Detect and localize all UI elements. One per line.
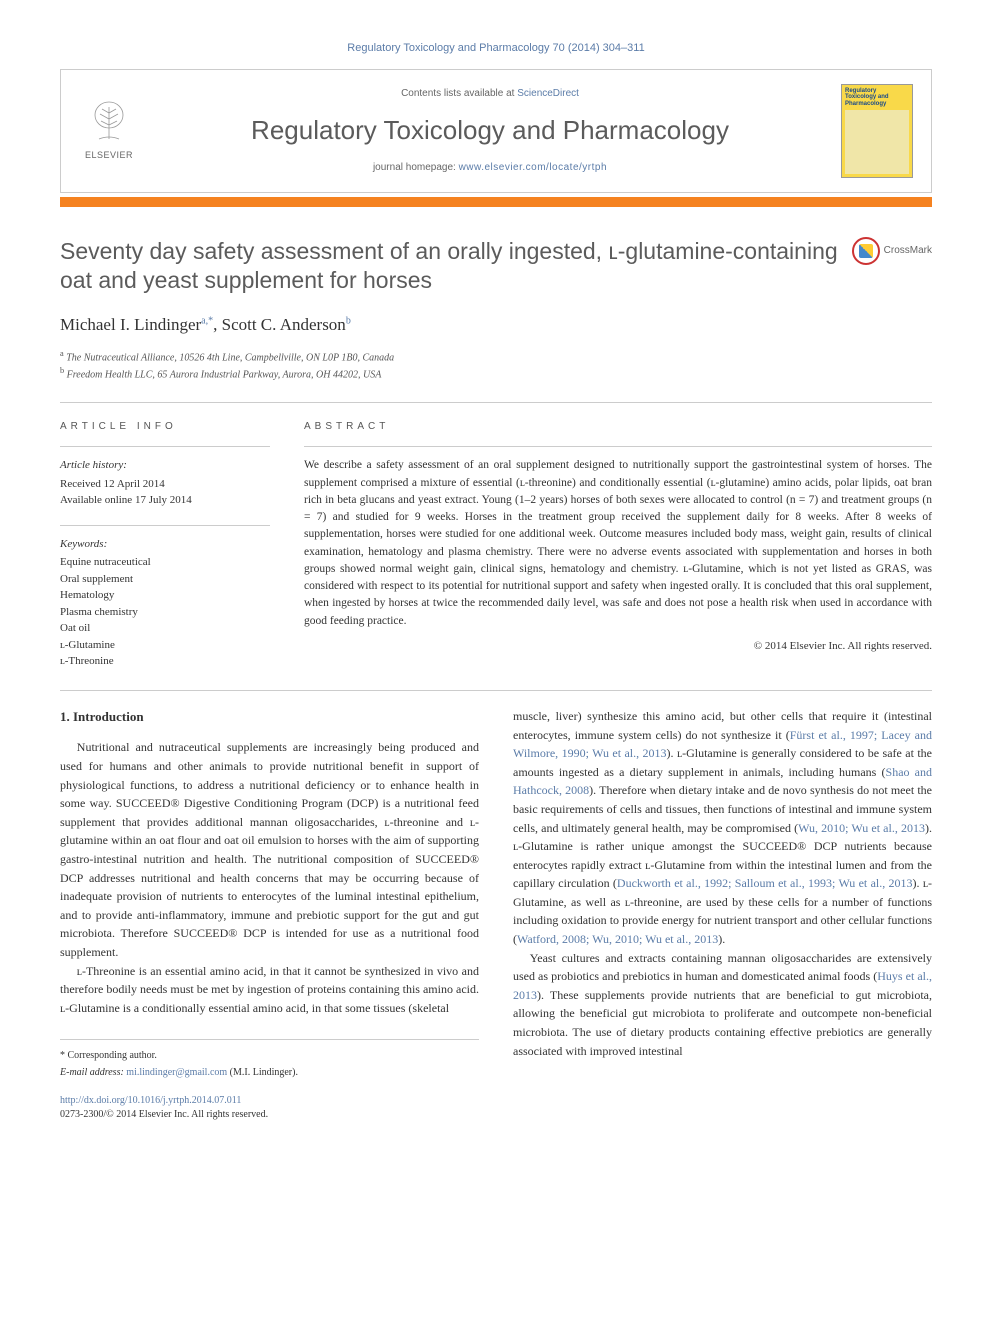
body-columns: 1. Introduction Nutritional and nutraceu… bbox=[60, 707, 932, 1122]
journal-homepage-link[interactable]: www.elsevier.com/locate/yrtph bbox=[459, 162, 607, 173]
issn-copyright: 0273-2300/© 2014 Elsevier Inc. All right… bbox=[60, 1108, 479, 1122]
journal-name: Regulatory Toxicology and Pharmacology bbox=[153, 111, 827, 150]
keyword-5: ʟ-Glutamine bbox=[60, 637, 270, 654]
ref-wu-2010[interactable]: Wu, 2010; Wu et al., 2013 bbox=[798, 821, 925, 835]
abstract-heading: ABSTRACT bbox=[304, 419, 932, 434]
keyword-0: Equine nutraceutical bbox=[60, 554, 270, 571]
body-para-3: muscle, liver) synthesize this amino aci… bbox=[513, 707, 932, 949]
author-1-corr-sup: * bbox=[208, 316, 213, 327]
contents-prefix: Contents lists available at bbox=[401, 88, 517, 99]
para4-end: ). These supplements provide nutrients t… bbox=[513, 988, 932, 1058]
abstract-copyright: © 2014 Elsevier Inc. All rights reserved… bbox=[304, 638, 932, 655]
accent-bar bbox=[60, 197, 932, 207]
ref-watford-2008[interactable]: Watford, 2008; Wu, 2010; Wu et al., 2013 bbox=[517, 932, 718, 946]
doi-block: http://dx.doi.org/10.1016/j.yrtph.2014.0… bbox=[60, 1094, 479, 1122]
body-column-right: muscle, liver) synthesize this amino aci… bbox=[513, 707, 932, 1122]
article-info-column: ARTICLE INFO Article history: Received 1… bbox=[60, 419, 270, 670]
corr-author-label: * Corresponding author. bbox=[60, 1048, 479, 1063]
keyword-2: Hematology bbox=[60, 587, 270, 604]
divider-top bbox=[60, 402, 932, 403]
para4-pre: Yeast cultures and extracts containing m… bbox=[513, 951, 932, 984]
homepage-line: journal homepage: www.elsevier.com/locat… bbox=[153, 160, 827, 175]
elsevier-label: ELSEVIER bbox=[85, 149, 133, 163]
affiliation-a: The Nutraceutical Alliance, 10526 4th Li… bbox=[66, 352, 394, 363]
header-citation: Regulatory Toxicology and Pharmacology 7… bbox=[60, 40, 932, 57]
keyword-1: Oral supplement bbox=[60, 571, 270, 588]
keyword-3: Plasma chemistry bbox=[60, 604, 270, 621]
sciencedirect-link[interactable]: ScienceDirect bbox=[517, 88, 579, 99]
crossmark-badge[interactable]: CrossMark bbox=[852, 237, 932, 265]
keywords-label: Keywords: bbox=[60, 536, 270, 553]
elsevier-logo: ELSEVIER bbox=[79, 96, 139, 166]
corr-author-email[interactable]: mi.lindinger@gmail.com bbox=[126, 1067, 227, 1078]
section-1-heading: 1. Introduction bbox=[60, 707, 479, 727]
history-label: Article history: bbox=[60, 457, 270, 474]
keyword-4: Oat oil bbox=[60, 620, 270, 637]
doi-link[interactable]: http://dx.doi.org/10.1016/j.yrtph.2014.0… bbox=[60, 1095, 241, 1106]
body-column-left: 1. Introduction Nutritional and nutraceu… bbox=[60, 707, 479, 1122]
journal-cover-thumbnail: Regulatory Toxicology and Pharmacology bbox=[841, 84, 913, 178]
history-available: Available online 17 July 2014 bbox=[60, 492, 270, 509]
body-para-1: Nutritional and nutraceutical supplement… bbox=[60, 738, 479, 961]
crossmark-label: CrossMark bbox=[884, 243, 932, 258]
email-person: (M.I. Lindinger). bbox=[227, 1067, 298, 1078]
elsevier-tree-icon bbox=[87, 99, 131, 147]
corresponding-author-block: * Corresponding author. E-mail address: … bbox=[60, 1039, 479, 1080]
affiliations-block: a The Nutraceutical Alliance, 10526 4th … bbox=[60, 348, 932, 383]
authors-line: Michael I. Lindingera,*, Scott C. Anders… bbox=[60, 312, 932, 338]
journal-header-box: ELSEVIER Contents lists available at Sci… bbox=[60, 69, 932, 193]
ref-duckworth-1992[interactable]: Duckworth et al., 1992; Salloum et al., … bbox=[617, 876, 913, 890]
body-para-2: ʟ-Threonine is an essential amino acid, … bbox=[60, 962, 479, 1018]
abstract-text: We describe a safety assessment of an or… bbox=[304, 457, 932, 630]
article-title: Seventy day safety assessment of an oral… bbox=[60, 237, 852, 297]
affiliation-b: Freedom Health LLC, 65 Aurora Industrial… bbox=[67, 369, 382, 380]
divider-mid bbox=[60, 690, 932, 691]
body-para-4: Yeast cultures and extracts containing m… bbox=[513, 949, 932, 1061]
contents-line: Contents lists available at ScienceDirec… bbox=[153, 86, 827, 101]
crossmark-icon bbox=[852, 237, 880, 265]
homepage-prefix: journal homepage: bbox=[373, 162, 459, 173]
author-2-affil-sup: b bbox=[346, 316, 351, 327]
history-received: Received 12 April 2014 bbox=[60, 476, 270, 493]
keyword-6: ʟ-Threonine bbox=[60, 653, 270, 670]
cover-title: Regulatory Toxicology and Pharmacology bbox=[845, 88, 909, 108]
email-label: E-mail address: bbox=[60, 1067, 126, 1078]
abstract-column: ABSTRACT We describe a safety assessment… bbox=[304, 419, 932, 670]
para3-end: ). bbox=[718, 932, 725, 946]
article-info-heading: ARTICLE INFO bbox=[60, 419, 270, 434]
author-2: Scott C. Anderson bbox=[222, 315, 346, 334]
author-1: Michael I. Lindinger bbox=[60, 315, 201, 334]
